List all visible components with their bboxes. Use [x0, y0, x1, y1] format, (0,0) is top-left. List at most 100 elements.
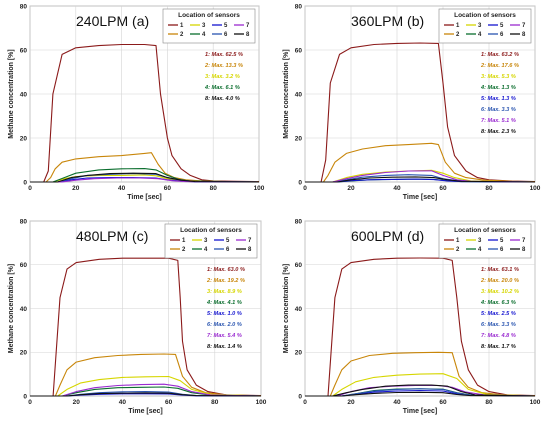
legend-label-7: 7 — [522, 23, 526, 29]
x-tick-label: 100 — [254, 185, 265, 192]
legend-label-4: 4 — [478, 32, 482, 38]
x-tick-label: 0 — [28, 399, 32, 406]
x-tick-label: 40 — [119, 399, 127, 406]
legend-label-8: 8 — [248, 247, 252, 253]
x-tick-label: 0 — [303, 399, 307, 406]
chart-panel-1: 0 20 40 60 80 100 0 20 40 60 80 Time [sec] Methane c… — [8, 3, 265, 201]
legend-box — [438, 8, 532, 44]
x-axis-label: Time [sec] — [127, 194, 162, 201]
legend-box — [438, 223, 532, 259]
x-axis-label: Time [sec] — [128, 408, 163, 415]
series-line-8 — [30, 172, 260, 183]
max-label-7: 7: Max. 5.1 % — [481, 118, 516, 124]
legend-box — [164, 223, 258, 259]
y-tick-label: 20 — [295, 350, 303, 357]
series-line-2 — [30, 353, 262, 397]
legend-title: Location of sensors — [180, 227, 242, 234]
legend-title: Location of sensors — [178, 12, 240, 19]
max-label-8: 8: Max. 2.3 % — [481, 129, 516, 135]
x-tick-label: 20 — [347, 399, 355, 406]
max-label-8: 8: Max. 4.0 % — [205, 96, 240, 102]
y-tick-label: 60 — [20, 47, 28, 54]
series-line-7 — [30, 383, 262, 397]
chart-panel-4: 0 20 40 60 80 100 0 20 40 60 80 Time [sec] Methane c… — [283, 218, 541, 415]
legend-label-3: 3 — [478, 238, 482, 244]
series-line-3 — [305, 373, 536, 397]
max-label-3: 3: Max. 8.9 % — [207, 289, 242, 295]
series-line-2 — [305, 351, 536, 397]
series-line-8 — [305, 176, 536, 183]
max-label-8: 8: Max. 1.7 % — [481, 344, 516, 350]
legend-label-5: 5 — [224, 23, 228, 29]
legend-label-4: 4 — [478, 247, 482, 253]
legend-label-8: 8 — [522, 247, 526, 253]
series-line-1 — [305, 42, 536, 183]
x-tick-label: 60 — [164, 185, 172, 192]
x-tick-label: 100 — [530, 185, 541, 192]
legend: Location of sensors 1 2 3 4 5 6 7 8 — [438, 223, 532, 259]
y-axis-label: Methane concentration [%] — [8, 49, 15, 138]
legend-label-6: 6 — [500, 32, 504, 38]
max-label-7: 7: Max. 4.8 % — [481, 333, 516, 339]
y-tick-label: 0 — [298, 179, 302, 186]
x-tick-label: 100 — [256, 399, 267, 406]
x-tick-label: 0 — [28, 185, 32, 192]
series-line-8 — [305, 391, 536, 397]
y-tick-label: 0 — [298, 393, 302, 400]
legend-label-6: 6 — [224, 32, 228, 38]
max-label-6: 6: Max. 3.3 % — [481, 322, 516, 328]
x-tick-label: 20 — [347, 185, 355, 192]
y-tick-label: 80 — [295, 3, 303, 10]
legend-label-2: 2 — [456, 32, 460, 38]
panel-title: 360LPM (b) — [351, 13, 424, 29]
legend-label-2: 2 — [456, 247, 460, 253]
series-line-extra — [305, 384, 536, 397]
legend-title: Location of sensors — [454, 12, 516, 19]
legend-label-8: 8 — [522, 32, 526, 38]
max-label-5: 5: Max. 1.0 % — [207, 311, 242, 317]
y-tick-label: 20 — [295, 135, 303, 142]
x-axis-label: Time [sec] — [403, 408, 438, 415]
max-label-4: 4: Max. 1.3 % — [480, 85, 516, 91]
x-tick-label: 80 — [210, 185, 218, 192]
y-tick-label: 20 — [20, 135, 28, 142]
legend-label-7: 7 — [522, 238, 526, 244]
series-line-1 — [30, 257, 262, 397]
legend-label-8: 8 — [246, 32, 250, 38]
y-axis-label: Methane concentration [%] — [8, 264, 15, 353]
max-label-5: 5: Max. 2.5 % — [481, 311, 516, 317]
legend-label-7: 7 — [248, 238, 252, 244]
max-label-2: 2: Max. 20.0 % — [480, 278, 519, 284]
chart-panel-2: 0 20 40 60 80 100 0 20 40 60 80 Time [sec] Methane c… — [283, 3, 541, 201]
y-tick-label: 40 — [20, 91, 28, 98]
legend-label-3: 3 — [202, 23, 206, 29]
max-label-2: 2: Max. 17.6 % — [480, 63, 519, 69]
legend-label-1: 1 — [182, 238, 186, 244]
series-line-2 — [305, 142, 536, 183]
max-label-2: 2: Max. 19.2 % — [206, 278, 245, 284]
series-line-3 — [30, 375, 262, 397]
y-tick-label: 80 — [20, 3, 28, 10]
x-tick-label: 100 — [530, 399, 541, 406]
legend-label-2: 2 — [180, 32, 184, 38]
series-line-4 — [30, 386, 262, 397]
series-line-7 — [30, 177, 260, 183]
series-line-2 — [30, 152, 260, 183]
legend-label-5: 5 — [226, 238, 230, 244]
y-tick-label: 60 — [295, 262, 303, 269]
series-line-7 — [305, 170, 536, 183]
legend-label-6: 6 — [226, 247, 230, 253]
max-label-4: 4: Max. 6.3 % — [480, 300, 516, 306]
y-tick-label: 0 — [23, 179, 27, 186]
legend-label-4: 4 — [202, 32, 206, 38]
legend-label-3: 3 — [478, 23, 482, 29]
x-tick-label: 80 — [485, 185, 493, 192]
series-line-1 — [30, 43, 260, 183]
y-tick-label: 60 — [295, 47, 303, 54]
legend-label-3: 3 — [204, 238, 208, 244]
max-label-4: 4: Max. 4.1 % — [206, 300, 242, 306]
x-tick-label: 80 — [485, 399, 493, 406]
y-tick-label: 60 — [20, 262, 28, 269]
y-axis-label: Methane concentration [%] — [283, 264, 290, 353]
legend: Location of sensors 1 2 3 4 5 6 7 8 — [164, 223, 258, 259]
